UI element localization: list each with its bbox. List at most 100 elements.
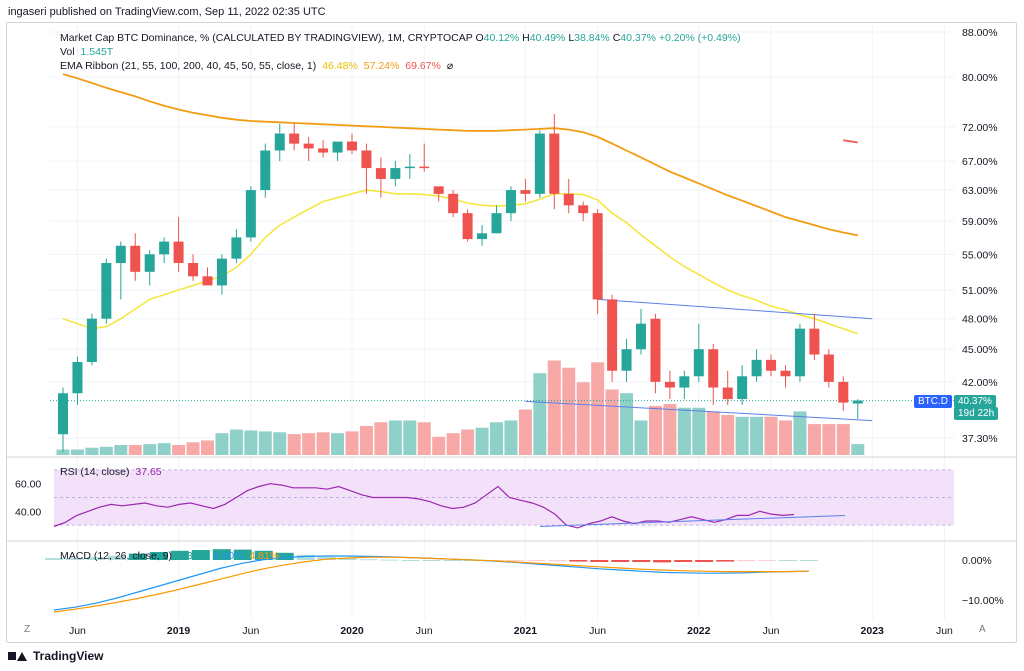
volume-bar <box>461 429 475 455</box>
candle-body <box>823 354 834 382</box>
candle-body <box>188 262 199 277</box>
macd-histogram-bar <box>527 560 546 561</box>
candle-body <box>607 299 618 371</box>
volume-bar <box>114 445 128 455</box>
rsi-tick-label: 40.00 <box>15 506 41 518</box>
macd-legend[interactable]: MACD (12, 26, close, 9) 1.39% 4.50% 4.81… <box>60 550 279 562</box>
candlesticks <box>58 113 863 453</box>
open-label: O <box>475 32 484 44</box>
candle-body <box>708 349 719 388</box>
trendline <box>525 400 873 422</box>
ema-value-3: 69.67% <box>405 60 441 72</box>
price-tick-label: 72.00% <box>962 122 998 134</box>
time-tick-label: Jun <box>69 625 86 637</box>
rsi-tick-label: 60.00 <box>15 479 41 491</box>
macd-value-1: 1.39% <box>177 550 208 562</box>
volume-bar <box>258 431 272 455</box>
volume-bar <box>345 431 359 455</box>
macd-histogram-bar <box>233 549 252 560</box>
volume-bar <box>446 433 460 455</box>
ema-fast-line <box>62 189 859 335</box>
time-tick-label: 2019 <box>167 625 191 637</box>
candle-body <box>838 381 849 403</box>
macd-tick-label: −10.00% <box>962 595 1004 607</box>
time-tick-label: Jun <box>589 625 606 637</box>
volume-bar <box>186 442 200 455</box>
vol-value: 1.545T <box>80 46 114 58</box>
candle-body <box>347 141 357 151</box>
publish-header: ingaseri published on TradingView.com, S… <box>8 6 326 18</box>
volume-bars <box>56 360 865 455</box>
countdown-label: 19d 22h <box>954 407 999 420</box>
candle-body <box>375 168 386 179</box>
macd-pane <box>45 549 818 613</box>
footer-brand[interactable]: TradingView <box>8 649 103 663</box>
macd-histogram-bar <box>653 560 672 563</box>
volume-bar <box>316 432 330 455</box>
macd-histogram-bar <box>359 559 378 561</box>
volume-bar <box>70 449 84 455</box>
volume-bar <box>157 443 171 455</box>
volume-bar <box>273 432 287 455</box>
macd-histogram-bar <box>317 556 336 560</box>
vol-label: Vol <box>60 46 75 58</box>
time-tick-label: 2022 <box>687 625 711 637</box>
volume-bar <box>359 425 373 455</box>
candle-body <box>202 276 213 286</box>
candle-body <box>101 262 112 319</box>
candle-body <box>563 193 574 206</box>
candle-body <box>404 166 415 169</box>
signal-line <box>53 556 810 613</box>
price-tick-label: 63.00% <box>962 185 998 197</box>
low-value: 38.84% <box>574 32 610 44</box>
candle-body <box>318 148 329 153</box>
macd-title: MACD (12, 26, close, 9) <box>60 550 173 562</box>
rsi-pane <box>53 469 954 529</box>
time-tick-label: Jun <box>242 625 259 637</box>
candle-body <box>679 376 690 388</box>
macd-histogram-bar <box>254 550 273 560</box>
candle-body <box>245 190 256 238</box>
macd-histogram-bar <box>611 560 630 562</box>
candle-body <box>650 318 661 382</box>
candle-body <box>58 393 68 435</box>
ema-hidden-icon: ⌀ <box>446 60 454 72</box>
volume-bar <box>764 416 778 455</box>
volume-bar <box>201 440 214 455</box>
macd-histogram-bar <box>45 558 63 560</box>
macd-histogram-bar <box>107 555 126 560</box>
macd-histogram-bar <box>191 550 210 560</box>
ema-legend[interactable]: EMA Ribbon (21, 55, 100, 200, 40, 45, 50… <box>60 60 453 72</box>
rsi-legend[interactable]: RSI (14, close) 37.65 <box>60 466 162 478</box>
volume-bar <box>562 367 576 455</box>
candle-body <box>491 213 502 234</box>
macd-histogram-bar <box>569 560 588 562</box>
price-tick-label: 45.00% <box>962 344 998 356</box>
main-legend[interactable]: Market Cap BTC Dominance, % (CALCULATED … <box>60 32 741 44</box>
volume-bar <box>432 436 446 455</box>
auto-scale-button[interactable]: A <box>979 624 986 635</box>
close-value: 40.37% <box>620 32 656 44</box>
macd-histogram-bar <box>422 560 441 561</box>
candle-body <box>332 141 343 153</box>
trendlines <box>50 298 955 422</box>
ema-value-2: 57.24% <box>363 60 400 72</box>
ema-red-segment <box>843 139 858 144</box>
candle-body <box>303 143 314 149</box>
volume-bar <box>836 424 850 455</box>
change-value: +0.20% (+0.49%) <box>658 32 741 44</box>
macd-line <box>53 555 810 611</box>
candle-body <box>534 133 545 194</box>
volume-legend[interactable]: Vol 1.545T <box>60 46 113 58</box>
candle-body <box>419 166 430 169</box>
zoom-button[interactable]: Z <box>24 624 31 635</box>
candle-body <box>621 349 632 371</box>
macd-histogram-bar <box>275 552 294 560</box>
volume-bar <box>807 424 821 455</box>
candle-body <box>390 168 401 179</box>
volume-bar <box>663 404 677 455</box>
volume-bar <box>504 420 518 455</box>
macd-histogram-bar <box>779 560 798 561</box>
candle-body <box>664 381 675 388</box>
